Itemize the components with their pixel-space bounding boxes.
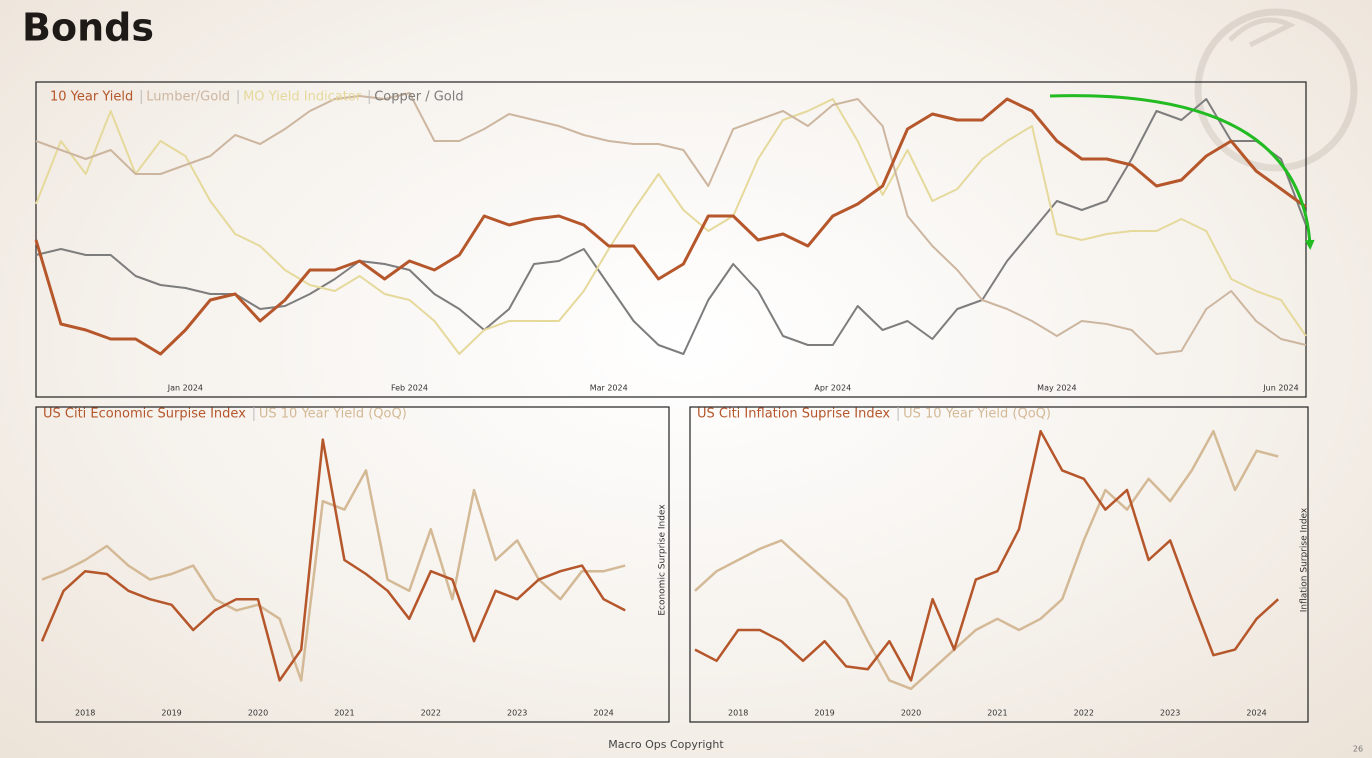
legend-entry: US 10 Year Yield (QoQ) — [903, 407, 1051, 422]
x-tick-label: Jun 2024 — [1262, 384, 1298, 393]
x-tick-label: 2019 — [161, 709, 181, 718]
x-tick-label: 2020 — [248, 709, 268, 718]
x-tick-label: 2022 — [1074, 709, 1094, 718]
series-line — [35, 98, 1307, 355]
series-line — [40, 438, 626, 682]
x-tick-label: 2020 — [901, 709, 921, 718]
footer: Macro Ops Copyright — [608, 738, 724, 751]
x-tick-label: May 2024 — [1037, 384, 1076, 393]
series-line — [35, 92, 1307, 355]
trend-arrow — [1049, 94, 1315, 250]
x-tick-label: 2018 — [728, 709, 748, 718]
legend-entry: Lumber/Gold — [146, 90, 230, 105]
x-tick-label: 2021 — [334, 709, 354, 718]
x-tick-label: 2024 — [1246, 709, 1266, 718]
legend-entry: US Citi Inflation Suprise Index — [697, 407, 890, 422]
x-tick-label: Apr 2024 — [814, 384, 851, 393]
x-tick-label: Jan 2024 — [167, 384, 203, 393]
chart-frame — [35, 406, 670, 723]
series-line — [34, 97, 1307, 356]
x-tick-label: 2024 — [593, 709, 613, 718]
x-tick-label: Mar 2024 — [590, 384, 628, 393]
x-tick-label: 2023 — [1160, 709, 1180, 718]
legend-entry: US Citi Economic Surpise Index — [43, 407, 246, 422]
legend-entry: Copper / Gold — [374, 90, 463, 105]
slide-title: Bonds — [22, 6, 154, 50]
legend-entry: 10 Year Yield — [50, 90, 133, 105]
x-tick-label: 2023 — [507, 709, 527, 718]
series-line — [35, 98, 1307, 355]
logo — [1194, 8, 1358, 172]
x-tick-label: 2022 — [421, 709, 441, 718]
series-line — [694, 429, 1280, 682]
chart-frame — [689, 406, 1309, 723]
legend-entry: US 10 Year Yield (QoQ) — [259, 407, 407, 422]
legend-entry: MO Yield Indicator — [243, 90, 362, 105]
series-line — [694, 429, 1279, 691]
x-tick-label: 2018 — [75, 709, 95, 718]
page-number: 26 — [1353, 745, 1363, 754]
x-tick-label: 2019 — [814, 709, 834, 718]
x-tick-label: 2021 — [987, 709, 1007, 718]
y-axis-title: Inflation Surprise Index — [1300, 507, 1310, 612]
y-axis-title: Economic Surprise Index — [658, 504, 668, 616]
x-tick-label: Feb 2024 — [391, 384, 428, 393]
chart-frame — [35, 81, 1307, 398]
